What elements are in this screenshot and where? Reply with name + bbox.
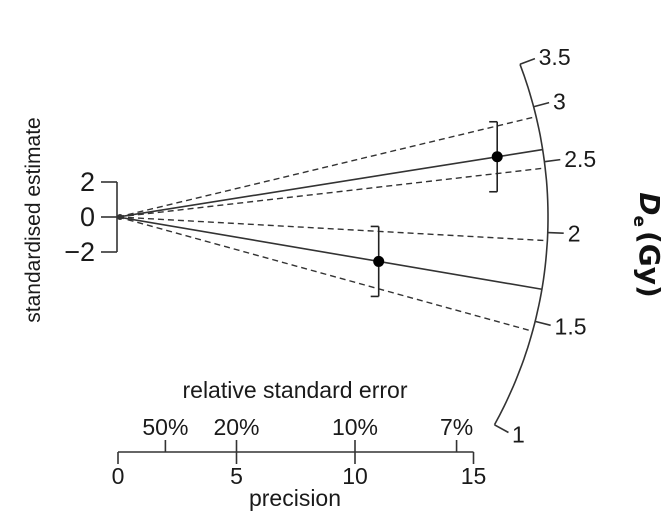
- y-tick-label: −2: [64, 237, 95, 267]
- de-tick-label: 3.5: [539, 44, 571, 70]
- de-tick: [547, 231, 564, 234]
- precision-tick-label: 10: [342, 463, 368, 489]
- rse-tick-label: 50%: [142, 414, 188, 440]
- de-tick: [519, 57, 536, 66]
- y-tick-label: 0: [80, 202, 95, 232]
- precision-axis-title: precision: [249, 485, 341, 511]
- de-tick: [533, 101, 550, 108]
- data-point: [491, 151, 503, 163]
- de-tick-label: 3: [553, 89, 566, 115]
- dashed-band-line: [117, 115, 537, 218]
- y-axis-title: standardised estimate: [22, 117, 45, 322]
- de-arc: [493, 64, 549, 426]
- de-axis: 1 1.5 2 2.5 3 3.5: [493, 44, 596, 447]
- precision-axis: 0 5 10 15 50% 20% 10% 7%: [112, 414, 487, 489]
- de-tick-label: 1.5: [555, 313, 587, 339]
- dashed-band-line: [117, 216, 533, 332]
- point-radial-line: [117, 148, 543, 218]
- de-tick: [534, 320, 551, 327]
- data-points: [117, 120, 503, 298]
- de-axis-title: De (Gy): [629, 192, 666, 298]
- standardised-estimate-axis: 2 0 −2: [64, 167, 118, 267]
- y-tick-label: 2: [80, 167, 95, 197]
- rse-tick-label: 7%: [440, 414, 473, 440]
- precision-tick-label: 15: [461, 463, 487, 489]
- de-tick: [494, 424, 509, 434]
- origin-marker: [117, 214, 123, 220]
- precision-tick-label: 0: [112, 463, 125, 489]
- dashed-band-line: [117, 216, 548, 242]
- data-point: [373, 255, 385, 267]
- de-axis-title-main: D: [633, 192, 666, 215]
- rse-tick-label: 10%: [332, 414, 378, 440]
- de-tick-label: 1: [512, 421, 525, 447]
- dashed-band-line: [117, 167, 546, 218]
- de-axis-title-sub: e: [629, 215, 649, 227]
- radial-lines: [117, 115, 548, 332]
- precision-tick-label: 5: [230, 463, 243, 489]
- de-tick: [544, 158, 561, 163]
- point-radial-line: [117, 216, 543, 291]
- de-axis-title-unit: (Gy): [633, 231, 666, 298]
- de-tick-label: 2: [568, 220, 581, 246]
- rse-axis-title: relative standard error: [183, 377, 408, 403]
- rse-tick-label: 20%: [213, 414, 259, 440]
- de-tick-label: 2.5: [564, 146, 596, 172]
